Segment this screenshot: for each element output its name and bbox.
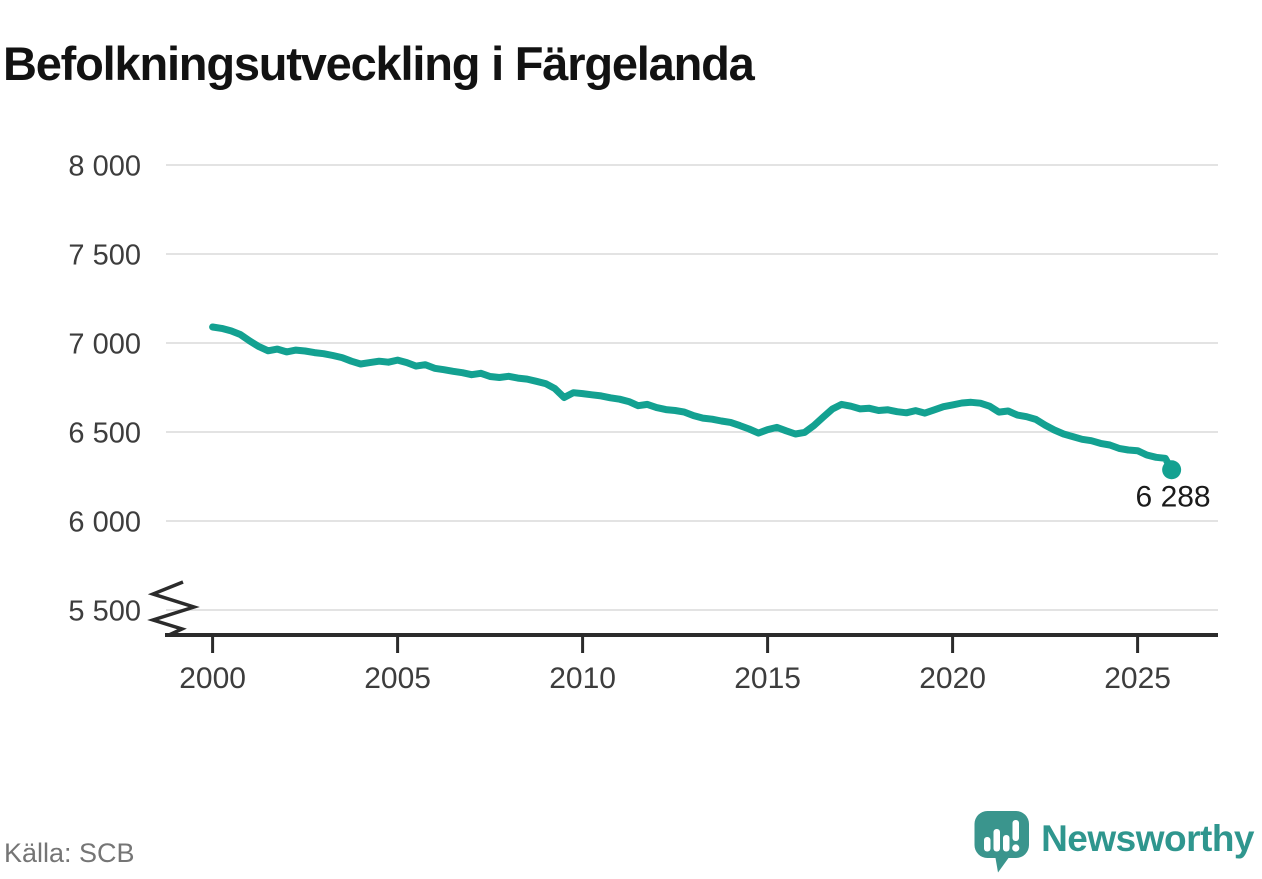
y-tick-label-5500: 5 500 (68, 596, 141, 628)
y-tick-label-7000: 7 000 (68, 329, 141, 361)
logo-bars (984, 820, 1020, 852)
end-value-label: 6 288 (1136, 481, 1211, 514)
chart-title: Befolkningsutveckling i Färgelanda (3, 37, 755, 91)
y-tick-label-7500: 7 500 (68, 240, 141, 272)
x-tick-label-2015: 2015 (734, 662, 801, 695)
y-tick-label-8000: 8 000 (68, 151, 141, 183)
y-axis-break-icon (147, 580, 200, 637)
newsworthy-branding: Newsworthy (973, 810, 1254, 874)
x-tick-label-2005: 2005 (364, 662, 431, 695)
y-tick-label-6500: 6 500 (68, 418, 141, 450)
newsworthy-logo-icon (974, 811, 1030, 873)
x-tick-label-2000: 2000 (179, 662, 246, 695)
logo-exclamation-dot (1012, 844, 1020, 852)
x-tick-label-2010: 2010 (549, 662, 616, 695)
logo-exclamation-bar (1012, 820, 1020, 841)
x-tick-label-2020: 2020 (919, 662, 986, 695)
series-end-dot (1162, 460, 1182, 480)
x-tick-label-2025: 2025 (1104, 662, 1171, 695)
y-tick-label-6000: 6 000 (68, 507, 141, 539)
newsworthy-wordmark: Newsworthy (1041, 817, 1254, 859)
population-series-line (209, 323, 1176, 474)
source-note: Källa: SCB (4, 838, 135, 868)
